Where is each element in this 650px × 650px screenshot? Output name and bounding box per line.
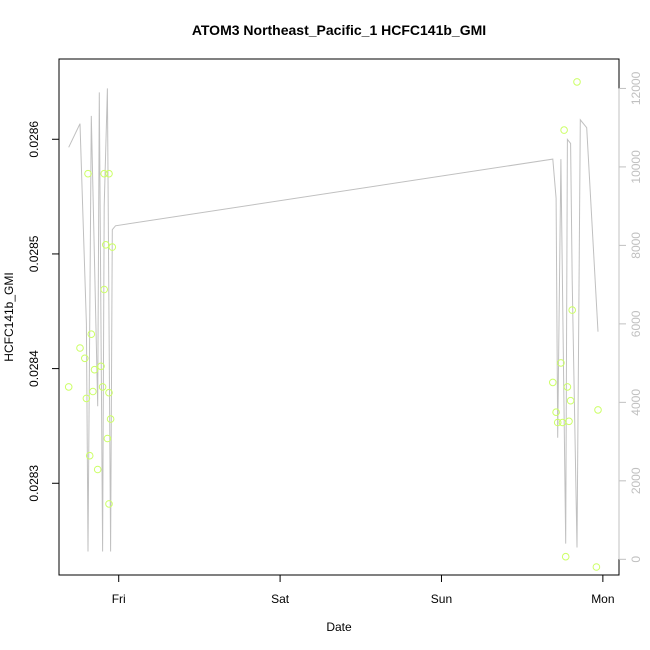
- data-point: [105, 169, 113, 178]
- data-point: [106, 415, 115, 423]
- data-point: [566, 396, 575, 405]
- line-series: [68, 88, 599, 552]
- data-point: [100, 285, 108, 294]
- x-axis-label: Date: [326, 620, 352, 634]
- data-point: [573, 78, 581, 86]
- data-point: [558, 418, 567, 427]
- y-axis: 0.0283 0.0284 0.0285 0.0286: [27, 121, 60, 502]
- data-point: [563, 383, 572, 391]
- data-point: [76, 344, 84, 352]
- data-point: [560, 126, 568, 134]
- y2-tick-label: 2000: [629, 467, 643, 494]
- data-point: [565, 417, 573, 426]
- y-tick-label: 0.0285: [27, 235, 41, 272]
- data-point: [93, 465, 102, 474]
- data-point: [84, 169, 92, 178]
- data-point: [64, 383, 73, 391]
- y2-tick-label: 0: [629, 556, 643, 563]
- data-point: [98, 383, 107, 391]
- y2-tick-label: 12000: [629, 71, 643, 105]
- y2-tick-label: 6000: [629, 310, 643, 337]
- y-tick-label: 0.0286: [27, 121, 41, 158]
- chart-title: ATOM3 Northeast_Pacific_1 HCFC141b_GMI: [192, 22, 486, 38]
- data-point: [85, 451, 94, 460]
- x-tick-label: Fri: [112, 592, 126, 606]
- data-point: [102, 241, 110, 249]
- data-point: [592, 563, 601, 571]
- data-point: [553, 418, 562, 427]
- data-point: [105, 500, 113, 508]
- data-point: [81, 354, 89, 363]
- data-point: [97, 362, 105, 371]
- plot-area: [58, 58, 620, 576]
- data-point: [105, 388, 113, 397]
- x-tick-label: Sun: [431, 592, 452, 606]
- data-point: [100, 169, 108, 178]
- data-point: [90, 365, 99, 374]
- data-point: [82, 394, 91, 403]
- x-axis: Fri Sat Sun Mon: [112, 574, 615, 606]
- y-tick-label: 0.0284: [27, 350, 41, 387]
- y2-axis: 0 2000 4000 6000 8000 10000 12000: [618, 71, 643, 563]
- series-line: [68, 88, 599, 552]
- data-point: [108, 243, 117, 251]
- data-point: [549, 378, 557, 387]
- data-point: [561, 552, 570, 561]
- y2-tick-label: 8000: [629, 232, 643, 259]
- data-point: [568, 306, 577, 314]
- data-point: [103, 434, 112, 443]
- data-point: [89, 387, 97, 396]
- x-tick-label: Mon: [591, 592, 614, 606]
- data-point: [552, 408, 560, 417]
- y2-tick-label: 4000: [629, 389, 643, 416]
- data-point: [557, 359, 565, 367]
- data-point: [594, 406, 602, 414]
- data-point: [87, 330, 96, 339]
- x-tick-label: Sat: [271, 592, 290, 606]
- y-tick-label: 0.0283: [27, 465, 41, 502]
- y2-tick-label: 10000: [629, 150, 643, 184]
- point-series: [64, 78, 602, 571]
- y-axis-label: HCFC141b_GMI: [2, 272, 16, 361]
